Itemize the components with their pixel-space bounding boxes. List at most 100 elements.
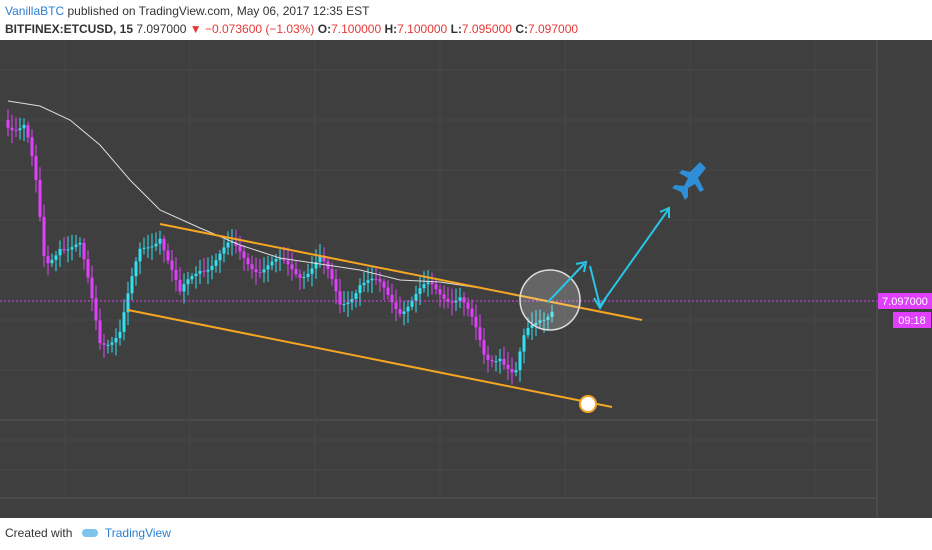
candle-body xyxy=(146,247,150,249)
candle-body xyxy=(346,302,350,305)
candle-body xyxy=(182,284,186,292)
candles xyxy=(6,109,554,385)
candle-body xyxy=(334,279,338,292)
candle-body xyxy=(486,354,490,360)
candle-body xyxy=(362,282,366,286)
candle-body xyxy=(302,276,306,278)
candle-body xyxy=(286,260,290,265)
candle-body xyxy=(434,284,438,290)
last: 7.097000 xyxy=(136,22,187,36)
time-tag-box xyxy=(893,312,931,328)
candle-body xyxy=(294,269,298,275)
candle-body xyxy=(390,294,394,303)
candle-body xyxy=(298,274,302,278)
candle-body xyxy=(250,264,254,270)
candle-body xyxy=(174,269,178,280)
candle-body xyxy=(254,269,258,272)
candle-body xyxy=(538,320,542,323)
candle-body xyxy=(198,270,202,274)
candle-body xyxy=(542,319,546,321)
candle-body xyxy=(306,273,310,277)
candle-body xyxy=(402,311,406,314)
author[interactable]: VanillaBTC xyxy=(5,4,65,18)
candle-body xyxy=(130,276,134,294)
candle-body xyxy=(518,351,522,371)
candle-body xyxy=(142,247,146,249)
candle-body xyxy=(418,288,422,294)
candle-body xyxy=(206,269,210,272)
candle-body xyxy=(202,270,206,272)
candle-body xyxy=(246,257,250,265)
candle-body xyxy=(234,242,238,246)
low-label: L: xyxy=(450,22,462,36)
candle-body xyxy=(274,258,278,262)
moving-average xyxy=(7,100,551,303)
low: 7.095000 xyxy=(461,22,512,36)
candle-body xyxy=(422,284,426,289)
candle-body xyxy=(382,281,386,288)
candle-body xyxy=(502,358,506,365)
candle-body xyxy=(526,327,530,336)
candle-body xyxy=(514,370,518,373)
candle-body xyxy=(106,344,110,346)
candle-body xyxy=(426,282,430,285)
candle-body xyxy=(330,269,334,280)
symbol: BITFINEX:ETCUSD, 15 xyxy=(5,22,134,36)
candle-body xyxy=(214,260,218,266)
candle-body xyxy=(550,311,554,318)
candle-body xyxy=(238,245,242,252)
brand[interactable]: TradingView xyxy=(104,526,171,540)
high-label: H: xyxy=(384,22,398,36)
candle-body xyxy=(258,271,262,273)
candle-body xyxy=(266,265,270,270)
candle-body xyxy=(278,258,282,260)
change: ▼ −0.073600 (−1.03%) xyxy=(189,22,315,36)
candle-body xyxy=(6,120,10,128)
candle-body xyxy=(102,343,106,345)
candle-body xyxy=(394,302,398,310)
published: published on TradingView.com, May 06, 20… xyxy=(67,4,370,18)
projection-arrows xyxy=(547,206,670,310)
candle-body xyxy=(406,306,410,312)
candle-body xyxy=(242,251,246,258)
time-tag: 09:18 xyxy=(898,315,926,327)
candle-body xyxy=(510,368,514,373)
candle-body xyxy=(42,216,46,256)
candle-body xyxy=(62,248,66,251)
candle-body xyxy=(134,261,138,277)
candle-body xyxy=(26,125,30,138)
candle-body xyxy=(310,268,314,274)
candle-body xyxy=(66,249,70,251)
candle-body xyxy=(86,259,90,278)
candle-body xyxy=(10,127,14,131)
candle-body xyxy=(50,259,54,264)
candle-body xyxy=(114,337,118,343)
open: 7.100000 xyxy=(331,22,382,36)
candle-body xyxy=(138,248,142,262)
candle-body xyxy=(70,247,74,250)
candle-body xyxy=(194,273,198,277)
open-label: O: xyxy=(317,22,332,36)
candle-body xyxy=(98,320,102,344)
price-tag-box xyxy=(878,293,932,309)
candle-body xyxy=(118,331,122,338)
jet-icon xyxy=(672,162,706,200)
candle-body xyxy=(54,255,58,260)
candle-body xyxy=(270,261,274,266)
candle-body xyxy=(338,291,342,305)
candle-body xyxy=(178,279,182,292)
candle-body xyxy=(110,342,114,345)
candle-body xyxy=(30,137,34,156)
candle-body xyxy=(34,155,38,181)
candle-body xyxy=(370,278,374,281)
close: 7.097000 xyxy=(527,22,579,36)
candle-body xyxy=(530,325,534,328)
ohlc-line: BITFINEX:ETCUSD, 15 7.097000 ▼ −0.073600… xyxy=(5,22,578,36)
candle-body xyxy=(442,294,446,299)
candle-body xyxy=(378,279,382,282)
candle-body xyxy=(218,253,222,261)
candle-body xyxy=(546,317,550,320)
trend-line-lower xyxy=(127,309,613,408)
event-flag xyxy=(579,395,597,413)
